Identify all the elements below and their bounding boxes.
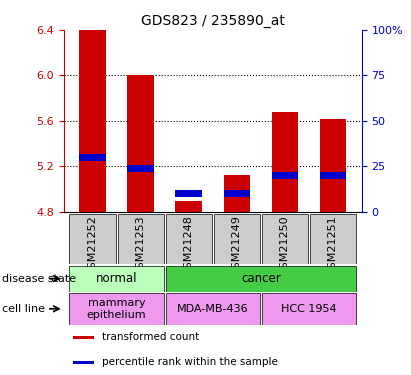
Bar [272, 172, 298, 179]
Bar [224, 176, 250, 212]
Bar [272, 112, 298, 212]
Text: normal: normal [96, 272, 137, 285]
Bar [310, 214, 356, 264]
Bar [69, 214, 115, 264]
Text: HCC 1954: HCC 1954 [281, 304, 337, 314]
Bar [166, 214, 212, 264]
Text: disease state: disease state [2, 274, 76, 284]
Bar [79, 30, 106, 212]
Text: cancer: cancer [241, 272, 281, 285]
Text: mammary
epithelium: mammary epithelium [87, 298, 146, 320]
Text: GSM21253: GSM21253 [136, 215, 145, 276]
Text: GSM21251: GSM21251 [328, 215, 338, 276]
Bar [320, 172, 346, 179]
Bar [79, 154, 106, 161]
Text: transformed count: transformed count [102, 333, 200, 342]
Bar [127, 75, 154, 212]
Text: cell line: cell line [2, 304, 45, 314]
Bar [118, 214, 164, 264]
Bar [214, 214, 260, 264]
Text: GSM21250: GSM21250 [280, 215, 290, 276]
Text: GSM21252: GSM21252 [88, 215, 97, 276]
Bar [127, 165, 154, 172]
Bar [262, 214, 308, 264]
Bar [320, 118, 346, 212]
Bar [73, 336, 94, 339]
Bar [69, 266, 164, 292]
Bar [262, 293, 356, 325]
Bar [69, 293, 164, 325]
Text: percentile rank within the sample: percentile rank within the sample [102, 357, 278, 367]
Bar [224, 190, 250, 197]
Text: GSM21249: GSM21249 [232, 215, 242, 276]
Bar [73, 361, 94, 364]
Text: MDA-MB-436: MDA-MB-436 [177, 304, 249, 314]
Bar [166, 293, 260, 325]
Bar [175, 190, 202, 197]
Bar [166, 266, 356, 292]
Bar [175, 201, 202, 212]
Text: GSM21248: GSM21248 [184, 215, 194, 276]
Title: GDS823 / 235890_at: GDS823 / 235890_at [141, 13, 285, 28]
